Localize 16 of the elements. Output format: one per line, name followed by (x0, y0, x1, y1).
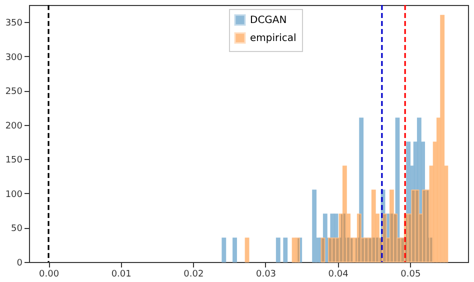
x-tick-label: 0.04 (328, 270, 349, 280)
y-tick-label: 250 (5, 87, 23, 98)
y-tick-label: 350 (5, 18, 23, 29)
legend-label: DCGAN (250, 15, 287, 26)
x-tick-label: 0.02 (184, 270, 204, 280)
y-tick-label: 300 (5, 52, 23, 63)
y-tick-label: 200 (5, 121, 23, 132)
x-tick-label: 0.03 (256, 270, 276, 280)
y-tick-label: 50 (11, 224, 23, 234)
y-tick-label: 0 (16, 258, 23, 268)
x-tick-label: 0.05 (400, 270, 421, 280)
x-tick-label: 0.00 (39, 270, 60, 280)
y-tick-label: 150 (5, 156, 23, 166)
y-tick-label: 100 (5, 190, 23, 200)
x-tick-label: 0.01 (111, 270, 132, 280)
legend-label: empirical (250, 33, 296, 44)
